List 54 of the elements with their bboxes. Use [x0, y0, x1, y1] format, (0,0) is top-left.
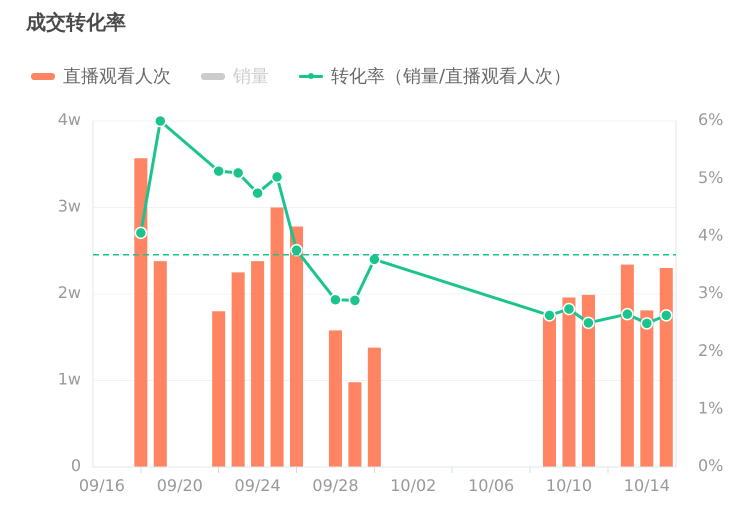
y2-tick-label: 2% — [698, 340, 724, 360]
bar — [328, 330, 342, 466]
bar — [270, 208, 284, 466]
x-tick-label: 09/20 — [156, 476, 203, 495]
y2-tick-label: 4% — [698, 225, 724, 244]
point — [543, 309, 556, 322]
bar — [232, 272, 245, 466]
x-tick-label: 10/02 — [390, 476, 436, 495]
legend-label: 转化率（销量/直播观看人次） — [331, 65, 572, 88]
y2-tick-label: 0% — [698, 456, 724, 476]
bar — [640, 310, 654, 466]
point — [348, 294, 362, 307]
bar — [368, 348, 381, 466]
bar — [562, 297, 576, 466]
y2-tick-label: 5% — [698, 168, 724, 187]
y2-tick-label: 6% — [698, 110, 724, 130]
point — [154, 114, 167, 128]
bar — [154, 261, 167, 466]
y-tick-label: 4w — [58, 110, 81, 130]
point — [582, 316, 595, 330]
bar — [620, 264, 634, 466]
point — [562, 302, 576, 316]
y2-tick-label: 3% — [698, 283, 724, 302]
x-tick-label: 09/16 — [78, 476, 125, 495]
point — [621, 308, 634, 320]
bar — [660, 268, 673, 466]
x-tick-label: 10/14 — [624, 476, 670, 495]
point — [212, 164, 225, 178]
bar — [542, 316, 556, 466]
bar — [348, 382, 362, 466]
x-tick-label: 10/10 — [546, 476, 592, 495]
y-tick-label: 1w — [58, 370, 81, 389]
x-tick-label: 10/06 — [468, 476, 514, 495]
y-tick-label: 0 — [70, 456, 81, 476]
x-tick-label: 09/24 — [234, 476, 281, 495]
bar — [251, 261, 264, 466]
chart-title: 成交转化率 — [26, 9, 126, 36]
y-tick-label: 3w — [58, 196, 81, 216]
point — [134, 226, 148, 240]
point — [368, 253, 381, 266]
point — [232, 166, 244, 180]
point — [251, 186, 264, 200]
bar — [582, 294, 595, 466]
point — [290, 244, 303, 256]
y-tick-label: 2w — [58, 283, 81, 302]
point — [270, 170, 284, 184]
bar — [134, 158, 148, 466]
x-tick-label: 09/28 — [312, 476, 358, 495]
bar — [212, 311, 226, 466]
bar — [290, 226, 304, 466]
y2-tick-label: 1% — [698, 398, 724, 418]
legend-label: 直播观看人次 — [63, 65, 171, 88]
point — [660, 309, 673, 322]
point — [640, 317, 654, 330]
